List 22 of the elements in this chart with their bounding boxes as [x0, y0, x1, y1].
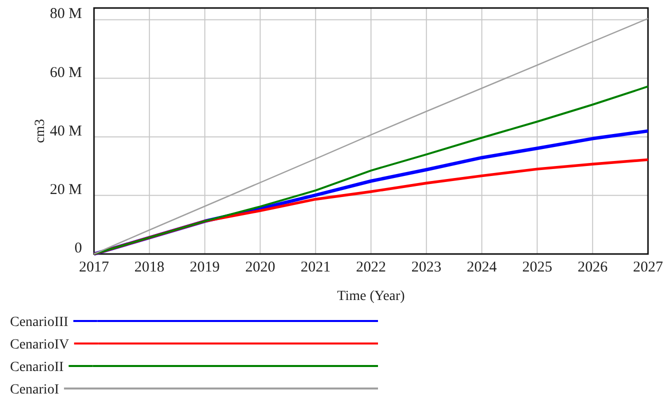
x-tick-label: 2017 — [79, 260, 110, 276]
x-tick-label: 2027 — [633, 260, 664, 276]
x-axis-title: Time (Year) — [337, 289, 406, 304]
legend-label: CenarioIII — [10, 315, 69, 330]
y-tick-label: 20 M — [50, 182, 82, 198]
x-tick-label: 2022 — [356, 260, 386, 276]
y-axis-title: cm3 — [33, 118, 48, 144]
x-tick-label: 2025 — [522, 260, 552, 276]
x-tick-label: 2024 — [466, 260, 498, 276]
y-tick-label: 80 M — [50, 6, 82, 22]
x-tick-label: 2023 — [411, 260, 442, 276]
x-tick-label: 2019 — [190, 260, 220, 276]
y-tick-label: 60 M — [50, 64, 82, 81]
x-tick-label: 2026 — [578, 260, 608, 276]
x-tick-label: 2018 — [134, 260, 164, 276]
legend-label: CenarioII — [10, 360, 64, 375]
x-tick-label: 2021 — [300, 260, 331, 276]
legend-label: CenarioIV — [10, 338, 70, 352]
y-tick-label: 0 — [74, 240, 82, 256]
legend-label: CenarioI — [10, 382, 60, 398]
y-tick-label: 40 M — [50, 123, 82, 140]
x-tick-label: 2020 — [245, 260, 276, 276]
